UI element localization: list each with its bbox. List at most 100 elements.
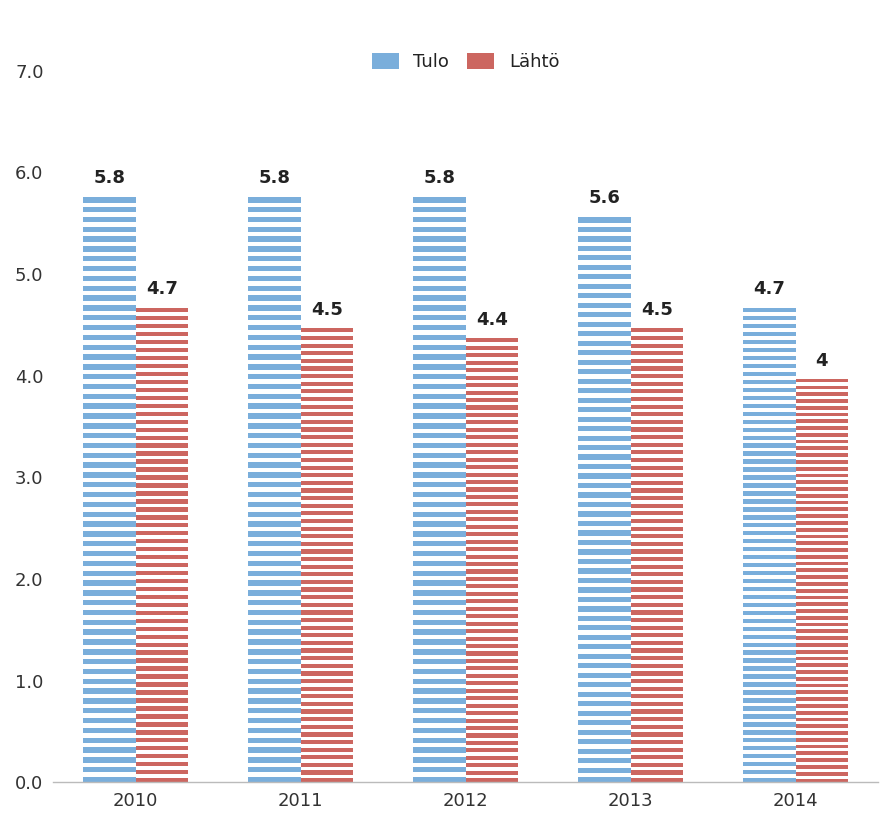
- Bar: [301, 343, 354, 347]
- Bar: [301, 686, 354, 691]
- Bar: [743, 364, 796, 368]
- Bar: [630, 359, 683, 363]
- Bar: [301, 733, 354, 737]
- Bar: [465, 733, 519, 738]
- Bar: [578, 587, 630, 592]
- Bar: [413, 767, 465, 772]
- Bar: [301, 740, 354, 744]
- Bar: [630, 443, 683, 447]
- Bar: [301, 465, 354, 469]
- Bar: [83, 335, 136, 340]
- Bar: [83, 403, 136, 409]
- Bar: [796, 691, 848, 694]
- Bar: [136, 579, 188, 583]
- Bar: [796, 541, 848, 545]
- Bar: [83, 620, 136, 625]
- Bar: [248, 738, 301, 743]
- Bar: [136, 388, 188, 392]
- Bar: [136, 603, 188, 607]
- Bar: [630, 557, 683, 561]
- Bar: [248, 659, 301, 664]
- Bar: [743, 563, 796, 568]
- Bar: [301, 724, 354, 729]
- Bar: [796, 480, 848, 484]
- Bar: [796, 718, 848, 721]
- Bar: [248, 747, 301, 752]
- Bar: [136, 754, 188, 758]
- Bar: [248, 256, 301, 262]
- Bar: [413, 355, 465, 360]
- Bar: [83, 217, 136, 222]
- Bar: [630, 435, 683, 439]
- Bar: [743, 595, 796, 599]
- Bar: [578, 255, 630, 261]
- Bar: [743, 340, 796, 344]
- Bar: [136, 499, 188, 503]
- Bar: [83, 580, 136, 586]
- Bar: [796, 575, 848, 579]
- Bar: [248, 295, 301, 301]
- Bar: [743, 682, 796, 686]
- Bar: [630, 710, 683, 714]
- Bar: [301, 580, 354, 584]
- Bar: [83, 276, 136, 281]
- Bar: [413, 669, 465, 674]
- Bar: [136, 515, 188, 520]
- Bar: [301, 656, 354, 660]
- Bar: [136, 667, 188, 671]
- Bar: [630, 656, 683, 660]
- Bar: [413, 590, 465, 596]
- Bar: [413, 620, 465, 625]
- Bar: [796, 494, 848, 497]
- Bar: [83, 305, 136, 311]
- Bar: [301, 557, 354, 561]
- Bar: [248, 374, 301, 380]
- Bar: [465, 428, 519, 432]
- Bar: [578, 417, 630, 422]
- Bar: [796, 501, 848, 504]
- Bar: [136, 483, 188, 488]
- Bar: [630, 420, 683, 424]
- Bar: [743, 738, 796, 742]
- Bar: [796, 555, 848, 559]
- Bar: [83, 708, 136, 714]
- Bar: [743, 436, 796, 440]
- Bar: [630, 404, 683, 408]
- Bar: [743, 706, 796, 710]
- Bar: [248, 600, 301, 606]
- Bar: [301, 573, 354, 577]
- Bar: [796, 392, 848, 396]
- Bar: [465, 473, 519, 477]
- Bar: [578, 644, 630, 649]
- Bar: [630, 488, 683, 493]
- Bar: [413, 629, 465, 635]
- Bar: [248, 453, 301, 458]
- Bar: [301, 634, 354, 638]
- Bar: [301, 374, 354, 378]
- Bar: [630, 694, 683, 699]
- Bar: [465, 614, 519, 618]
- Bar: [465, 413, 519, 417]
- Bar: [301, 763, 354, 767]
- Bar: [136, 555, 188, 559]
- Bar: [465, 450, 519, 455]
- Bar: [796, 412, 848, 417]
- Bar: [301, 702, 354, 706]
- Bar: [83, 492, 136, 497]
- Bar: [578, 360, 630, 365]
- Bar: [578, 274, 630, 280]
- Bar: [578, 388, 630, 394]
- Bar: [465, 771, 519, 775]
- Bar: [465, 704, 519, 708]
- Bar: [136, 706, 188, 710]
- Bar: [248, 561, 301, 566]
- Bar: [136, 380, 188, 384]
- Bar: [413, 266, 465, 271]
- Bar: [83, 649, 136, 654]
- Bar: [630, 481, 683, 485]
- Bar: [136, 627, 188, 631]
- Bar: [465, 383, 519, 387]
- Bar: [83, 384, 136, 389]
- Bar: [413, 492, 465, 497]
- Bar: [413, 335, 465, 340]
